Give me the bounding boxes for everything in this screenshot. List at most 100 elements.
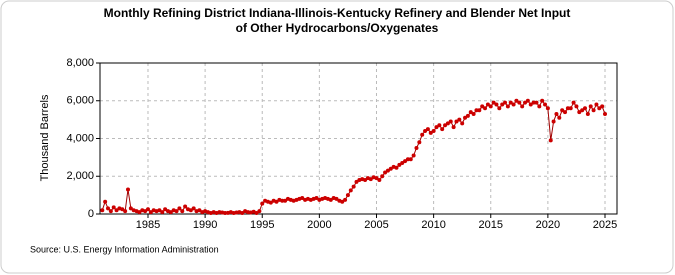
data-point [383,170,388,175]
data-point [540,98,545,103]
data-point [437,123,442,128]
data-point [537,104,542,109]
data-point [471,111,476,116]
y-tick-label: 8,000 [66,57,94,69]
data-point [137,210,142,215]
data-point [348,188,353,193]
data-point [577,110,582,115]
y-tick-label: 4,000 [66,132,94,144]
data-point [511,102,516,107]
data-point [397,162,402,167]
data-point [428,130,433,135]
source-note: Source: U.S. Energy Information Administ… [30,244,219,254]
data-point [585,111,590,116]
data-point [145,207,150,212]
data-point [345,193,350,198]
data-point [120,207,125,212]
data-point [520,104,525,109]
data-point [457,117,462,122]
data-point [408,157,413,162]
x-tick-label: 2010 [421,219,445,231]
data-point [103,199,108,204]
data-point [508,100,513,105]
data-point [260,201,265,206]
y-tick-label: 0 [88,208,94,220]
data-point [545,106,550,111]
x-tick-label: 1995 [250,219,274,231]
data-point [594,102,599,107]
data-point [380,174,385,179]
data-point [534,100,539,105]
x-tick-label: 2005 [364,219,388,231]
data-point [157,208,162,213]
data-point [354,179,359,184]
data-point [108,209,113,214]
data-point [440,127,445,132]
data-point [197,208,202,213]
data-point [414,145,419,150]
data-point [300,195,305,200]
data-point [423,128,428,133]
data-point [494,102,499,107]
data-point [571,100,576,105]
data-point [314,195,319,200]
data-point [485,102,490,107]
data-point [374,176,379,181]
data-point [448,119,453,124]
data-point [434,125,439,130]
data-point [351,184,356,189]
plot-border [99,62,618,215]
data-point [425,127,430,132]
data-point [463,115,468,120]
data-point [223,211,228,216]
data-point [603,111,608,116]
data-point [531,100,536,105]
data-point [565,106,570,111]
data-point [334,196,339,201]
x-tick-label: 2020 [536,219,560,231]
data-point [551,119,556,124]
data-point [240,211,245,216]
data-point [125,187,130,192]
data-point [514,98,519,103]
data-point [468,110,473,115]
data-point [274,199,279,204]
data-point [588,104,593,109]
data-point [477,108,482,113]
data-point [574,104,579,109]
data-point [557,115,562,120]
data-point [543,102,548,107]
y-tick-label: 6,000 [66,95,94,107]
data-point [268,200,273,205]
data-point [114,208,119,213]
data-point [100,208,105,213]
data-point [445,121,450,126]
data-point [431,128,436,133]
data-point [500,102,505,107]
data-point [363,178,368,183]
data-point [143,209,148,214]
data-point [148,210,153,215]
data-point [480,104,485,109]
data-point [505,104,510,109]
data-point [400,161,405,166]
data-point [454,119,459,124]
data-point [403,159,408,164]
data-point [394,165,399,170]
data-point [388,166,393,171]
data-point [411,153,416,158]
data-point [174,209,179,214]
x-tick-label: 1985 [136,219,160,231]
data-point [163,207,168,212]
data-point [168,210,173,215]
data-point [600,104,605,109]
data-point [517,100,522,105]
y-axis-label: Thousand Barrels [39,94,51,181]
data-point [503,100,508,105]
data-point [591,108,596,113]
data-point [283,198,288,203]
data-point [385,168,390,173]
plot-area: 0 2,000 4,000 6,000 8,000 1985 1990 1995 2000 200… [66,57,618,231]
data-point [417,140,422,145]
